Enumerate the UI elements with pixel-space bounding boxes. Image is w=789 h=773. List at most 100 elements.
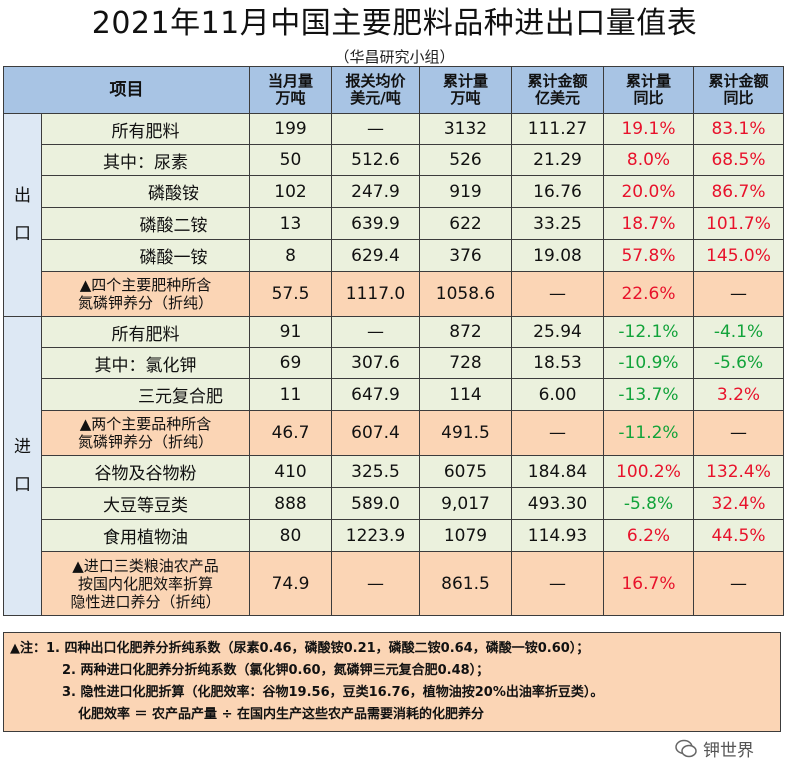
cell: 307.6 <box>331 347 420 379</box>
cell: 50 <box>249 144 332 176</box>
cell: 1117.0 <box>331 271 420 317</box>
cell: 629.4 <box>331 239 420 272</box>
cell: 6.00 <box>511 378 604 411</box>
cell: 247.9 <box>331 175 420 208</box>
row-label: 其中：尿素 <box>41 144 250 176</box>
watermark-text: 钾世界 <box>703 741 754 761</box>
cell: 69 <box>249 347 332 379</box>
cell: 114 <box>419 378 512 411</box>
cell: 872 <box>419 316 512 348</box>
cell: 21.29 <box>511 144 604 176</box>
cell: 199 <box>249 113 332 145</box>
cell: 639.9 <box>331 207 420 240</box>
note-3: 3. 隐性进口化肥折算（化肥效率：谷物19.56，豆类16.76，植物油按20%… <box>62 685 604 700</box>
cell: -5.8% <box>603 487 694 520</box>
cell: — <box>331 113 420 145</box>
cell: 622 <box>419 207 512 240</box>
header-item: 项目 <box>3 66 250 114</box>
cell: -5.6% <box>693 347 784 379</box>
row-label: 磷酸铵 <box>41 175 250 208</box>
cell: -10.9% <box>603 347 694 379</box>
cell: 3132 <box>419 113 512 145</box>
table-row: 其中：氯化钾 69 307.6 728 18.53 -10.9% -5.6% <box>4 347 784 379</box>
cell: — <box>511 271 604 317</box>
cell: 8.0% <box>603 144 694 176</box>
cell: -11.2% <box>603 410 694 456</box>
page-subtitle: （华昌研究小组） <box>334 48 455 66</box>
cell: 491.5 <box>419 410 512 456</box>
header-cum-amount: 累计金额 亿美元 <box>511 66 604 114</box>
cell: 919 <box>419 175 512 208</box>
row-label: 磷酸二铵 <box>41 207 250 240</box>
note-2: 2. 两种进口化肥养分折纯系数（氯化钾0.60，氮磷钾三元复合肥0.48）； <box>62 663 490 678</box>
cell: 493.30 <box>511 487 604 520</box>
cell: — <box>693 551 784 616</box>
cell: 13 <box>249 207 332 240</box>
cell: 32.4% <box>693 487 784 520</box>
row-label: ▲四个主要肥种所含 氮磷钾养分（折纯） <box>41 271 250 317</box>
cell: 526 <box>419 144 512 176</box>
notes-box: ▲注：1. 四种出口化肥养分折纯系数（尿素0.46，磷酸铵0.21，磷酸二铵0.… <box>3 632 781 732</box>
row-label: ▲进口三类粮油农产品 按国内化肥效率折算 隐性进口养分（折纯） <box>41 551 250 616</box>
cell: 132.4% <box>693 455 784 488</box>
header-cum-amount-yoy: 累计金额 同比 <box>693 66 784 114</box>
table-row: 大豆等豆类 888 589.0 9,017 493.30 -5.8% 32.4% <box>4 487 784 520</box>
cell: 1223.9 <box>331 519 420 552</box>
cell: 83.1% <box>693 113 784 145</box>
cell: 16.7% <box>603 551 694 616</box>
cell: 145.0% <box>693 239 784 272</box>
cell: 19.08 <box>511 239 604 272</box>
table-row: 磷酸一铵 8 629.4 376 19.08 57.8% 145.0% <box>4 239 784 272</box>
cell: 861.5 <box>419 551 512 616</box>
export-side-label: 出口 <box>3 113 42 317</box>
cell: 44.5% <box>693 519 784 552</box>
cell: 18.7% <box>603 207 694 240</box>
cell: 376 <box>419 239 512 272</box>
cell: 111.27 <box>511 113 604 145</box>
header-row: 项目 当月量 万吨 报关均价 美元/吨 累计量 万吨 累计金额 亿美元 累计量 同比 累计… <box>3 66 784 114</box>
table-row-summary: ▲两个主要品种所含 氮磷钾养分（折纯） 46.7 607.4 491.5 — -1… <box>4 410 784 456</box>
cell: 184.84 <box>511 455 604 488</box>
fertilizer-table: 项目 当月量 万吨 报关均价 美元/吨 累计量 万吨 累计金额 亿美元 累计量 同比 累计… <box>3 66 784 616</box>
table-row: 食用植物油 80 1223.9 1079 114.93 6.2% 44.5% <box>4 519 784 552</box>
table-row: 磷酸二铵 13 639.9 622 33.25 18.7% 101.7% <box>4 207 784 240</box>
row-label: ▲两个主要品种所含 氮磷钾养分（折纯） <box>41 410 250 456</box>
cell: -12.1% <box>603 316 694 348</box>
table-row-summary: ▲四个主要肥种所含 氮磷钾养分（折纯） 57.5 1117.0 1058.6 — … <box>4 271 784 317</box>
cell: — <box>693 410 784 456</box>
cell: 102 <box>249 175 332 208</box>
import-side-label: 进口 <box>3 316 42 616</box>
cell: — <box>331 316 420 348</box>
row-label: 食用植物油 <box>41 519 250 552</box>
cell: 325.5 <box>331 455 420 488</box>
table-row-summary: ▲进口三类粮油农产品 按国内化肥效率折算 隐性进口养分（折纯） 74.9 — 861… <box>4 551 784 616</box>
cell: 114.93 <box>511 519 604 552</box>
cell: 57.5 <box>249 271 332 317</box>
header-cum-volume-yoy: 累计量 同比 <box>603 66 694 114</box>
cell: 86.7% <box>693 175 784 208</box>
row-label: 其中：氯化钾 <box>41 347 250 379</box>
cell: 8 <box>249 239 332 272</box>
cell: 11 <box>249 378 332 411</box>
cell: — <box>693 271 784 317</box>
page-title: 2021年11月中国主要肥料品种进出口量值表 <box>91 6 698 41</box>
table-row: 谷物及谷物粉 410 325.5 6075 184.84 100.2% 132.… <box>4 455 784 488</box>
row-label: 磷酸一铵 <box>41 239 250 272</box>
header-cum-volume: 累计量 万吨 <box>419 66 512 114</box>
cell: 33.25 <box>511 207 604 240</box>
cell: 6075 <box>419 455 512 488</box>
cell: 57.8% <box>603 239 694 272</box>
note-1: ▲注：1. 四种出口化肥养分折纯系数（尿素0.46，磷酸铵0.21，磷酸二铵0.… <box>10 641 590 656</box>
cell: 607.4 <box>331 410 420 456</box>
cell: 91 <box>249 316 332 348</box>
cell: 18.53 <box>511 347 604 379</box>
row-label: 所有肥料 <box>41 316 250 348</box>
cell: 410 <box>249 455 332 488</box>
row-label: 三元复合肥 <box>41 378 250 411</box>
cell: 19.1% <box>603 113 694 145</box>
cell: 100.2% <box>603 455 694 488</box>
table-row: 其中：尿素 50 512.6 526 21.29 8.0% 68.5% <box>4 144 784 176</box>
cell: 888 <box>249 487 332 520</box>
header-avg-price: 报关均价 美元/吨 <box>331 66 420 114</box>
note-formula: 化肥效率 ＝ 农产品产量 ÷ 在国内生产这些农产品需要消耗的化肥养分 <box>78 707 484 722</box>
